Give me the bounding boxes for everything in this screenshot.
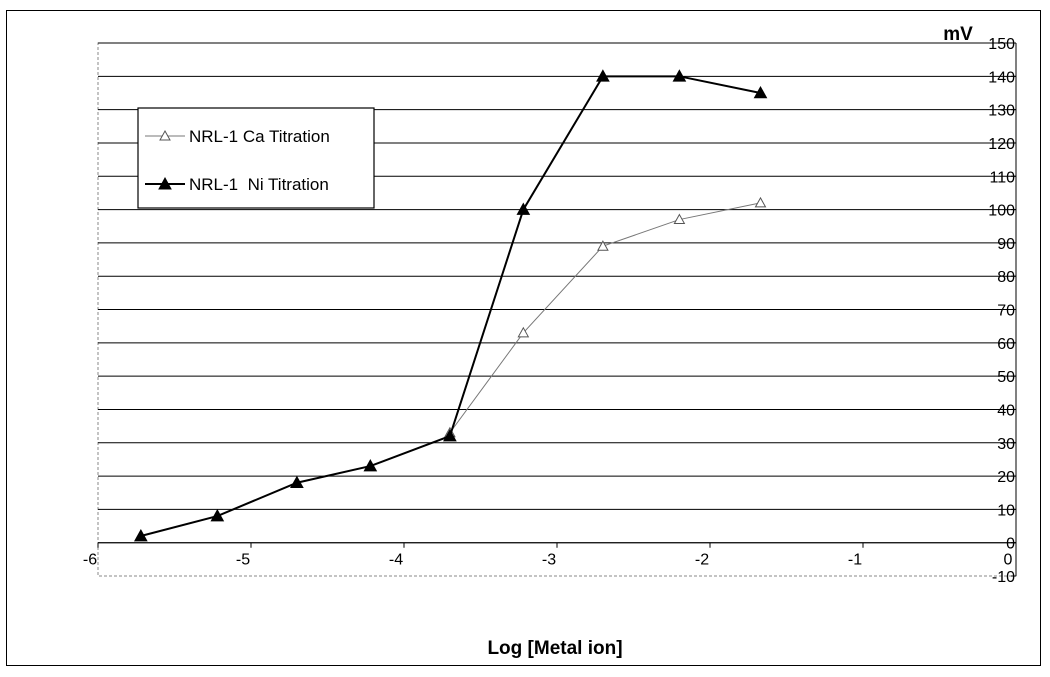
y-tick-label: 100 (988, 203, 1015, 220)
legend-label-ca: NRL-1 Ca Titration (189, 127, 330, 146)
y-tick-label: 140 (988, 69, 1015, 86)
y-tick-label: 120 (988, 136, 1015, 153)
x-tick-label: -1 (848, 552, 862, 569)
series (133, 69, 768, 542)
y-tick-label: 110 (989, 169, 1015, 186)
y-tick-label: 10 (997, 502, 1015, 519)
data-point-1 (596, 69, 610, 82)
x-tick-label: -4 (389, 552, 403, 569)
y-tick-label: 70 (997, 303, 1015, 320)
data-point-0 (517, 326, 530, 338)
data-point-1 (516, 202, 531, 215)
y-tick-label: 60 (997, 336, 1015, 353)
legend-box (137, 107, 375, 209)
y-tick-label: 40 (997, 402, 1015, 419)
data-point-1 (672, 69, 687, 82)
data-point-1 (133, 528, 148, 542)
x-axis-title: Log [Metal ion] (487, 638, 622, 659)
y-tick-label: 0 (1006, 536, 1015, 553)
data-point-1 (290, 475, 304, 489)
y-tick-label: 20 (997, 469, 1015, 486)
legend-label-ni: NRL-1 Ni Titration (189, 175, 329, 194)
y-axis-title: mV (943, 24, 973, 45)
data-point-1 (443, 429, 457, 442)
data-point-1 (753, 85, 768, 99)
y-tick-label: 150 (988, 36, 1015, 53)
axes: 1501401301201101009080706050403020100-10… (83, 36, 1017, 586)
y-tick-label: 130 (988, 103, 1015, 120)
chart-frame (6, 10, 1041, 666)
legend-item-ni: NRL-1 Ni Titration (145, 175, 329, 194)
x-tick-label: 0 (1004, 552, 1013, 569)
x-tick-label: -5 (236, 552, 250, 569)
y-tick-label: -10 (992, 569, 1015, 586)
legend-item-ca: NRL-1 Ca Titration (145, 127, 330, 146)
data-point-0 (754, 196, 767, 208)
data-point-1 (210, 509, 225, 522)
y-tick-label: 30 (997, 436, 1015, 453)
x-tick-label: -6 (83, 552, 97, 569)
legend: NRL-1 Ca Titration NRL-1 Ni Titration (137, 107, 375, 209)
legend-marker-ni (158, 176, 172, 190)
x-tick-label: -3 (542, 552, 556, 569)
y-tick-label: 80 (997, 269, 1015, 286)
data-point-1 (363, 459, 378, 472)
data-point-0 (597, 240, 609, 251)
grid (98, 42, 1016, 544)
y-tick-label: 90 (997, 236, 1015, 253)
y-tick-label: 50 (997, 369, 1015, 386)
data-point-0 (673, 213, 686, 225)
legend-marker-ca (159, 129, 171, 141)
x-tick-label: -2 (695, 552, 709, 569)
